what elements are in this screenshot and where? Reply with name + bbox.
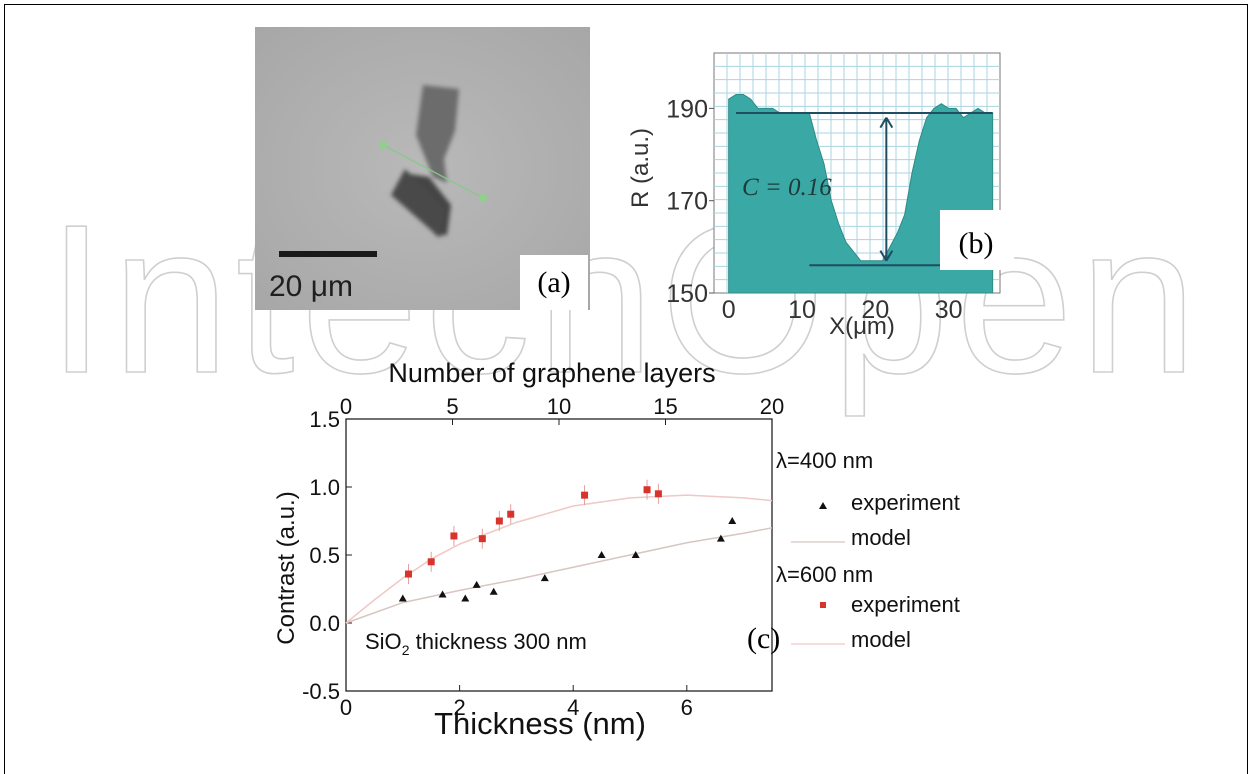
data-point-square xyxy=(507,510,515,518)
legend-group2-model: model xyxy=(851,627,911,652)
legend-group1-model: model xyxy=(851,525,911,550)
x-axis-label: Thickness (nm) xyxy=(434,706,646,741)
y-tick-label: 170 xyxy=(666,188,708,216)
panel-b: C = 0.16 150 170 190 0 10 20 30 R (a.u.) X(μm… xyxy=(604,28,1024,354)
data-point-triangle xyxy=(716,534,725,542)
tick-labels: -0.50.00.51.01.50 2 4 60 5 10 15 20 xyxy=(302,394,784,720)
data-point-triangle xyxy=(489,587,498,595)
contrast-annotation xyxy=(736,112,993,267)
data-point-square xyxy=(581,491,589,499)
data-point-triangle xyxy=(540,574,549,582)
legend-group1-title: λ=400 nm xyxy=(776,448,873,473)
contrast-chart: Number of graphene layers -0.5 0.0 0.5 1.0 1… xyxy=(273,358,960,741)
data-point-square xyxy=(404,570,412,578)
y-tick-label: 0.5 xyxy=(309,543,340,568)
legend: λ=400 nm experiment model λ=600 nm exper… xyxy=(776,448,960,652)
x-tick-label: 20 xyxy=(861,296,889,324)
x-tick-label: 6 xyxy=(681,695,693,720)
data-point-square xyxy=(450,532,458,540)
model-line xyxy=(345,527,773,624)
data-point-triangle xyxy=(461,594,470,602)
top-tick-label: 0 xyxy=(340,394,352,419)
y-tick-label: 0.0 xyxy=(309,611,340,636)
x-tick-label: 30 xyxy=(935,296,963,324)
legend-group2-experiment: experiment xyxy=(851,592,960,617)
legend-square-marker xyxy=(820,602,826,608)
x-tick-label: 0 xyxy=(722,296,736,324)
sio2-annotation: SiO2 thickness 300 nm xyxy=(365,629,587,658)
panel-label-c: (c) xyxy=(747,622,780,655)
model-line xyxy=(345,494,773,624)
x-axis-label: X(μm) xyxy=(829,313,895,340)
profile-endpoint xyxy=(379,141,387,149)
panel-label-b: (b) xyxy=(959,227,994,260)
axes xyxy=(345,418,773,692)
data-point-square xyxy=(427,558,435,566)
profile-chart: C = 0.16 150 170 190 0 10 20 30 R (a.u.) X(μm… xyxy=(627,52,1014,340)
top-tick-label: 20 xyxy=(760,394,784,419)
data-point-square xyxy=(654,490,662,498)
x-tick-label: 2 xyxy=(453,695,465,720)
flake-shape xyxy=(391,85,459,238)
data-point-triangle xyxy=(631,551,640,558)
scale-bar-label: 20 μm xyxy=(269,270,353,303)
top-tick-label: 5 xyxy=(446,394,458,419)
data-point-square xyxy=(478,535,486,543)
x-ticks: 0 10 20 30 xyxy=(722,296,963,324)
y-axis-label: R (a.u.) xyxy=(627,128,654,208)
panel-label-box xyxy=(520,255,588,310)
figure-frame xyxy=(4,4,1248,774)
y-axis-label: Contrast (a.u.) xyxy=(273,491,300,644)
data-point-triangle xyxy=(438,590,447,598)
legend-triangle-marker xyxy=(819,502,827,509)
x-tick-label: 0 xyxy=(340,695,352,720)
model-lines xyxy=(345,494,773,624)
top-tick-label: 10 xyxy=(547,394,571,419)
data-points xyxy=(398,479,737,602)
panel-label-a: (a) xyxy=(537,266,570,299)
panel-a: 20 μm (a) xyxy=(255,27,590,310)
panel-c: Number of graphene layers -0.5 0.0 0.5 1.0 1… xyxy=(250,356,1010,754)
y-tick-label: 190 xyxy=(666,95,708,123)
top-axis-label: Number of graphene layers xyxy=(388,358,715,388)
scale-bar xyxy=(279,251,377,257)
legend-group1-experiment: experiment xyxy=(851,490,960,515)
y-tick-label: 1.0 xyxy=(309,475,340,500)
data-point-square xyxy=(495,517,503,525)
y-tick-label: 1.5 xyxy=(309,407,340,432)
y-tick-label: 150 xyxy=(666,280,708,308)
x-tick-label: 4 xyxy=(567,695,579,720)
data-point-triangle xyxy=(472,580,481,588)
arrow-head xyxy=(879,250,894,262)
arrow-head xyxy=(879,117,894,129)
contrast-value: C = 0.16 xyxy=(742,174,832,201)
legend-group2-title: λ=600 nm xyxy=(776,562,873,587)
data-point-square xyxy=(643,486,651,494)
y-ticks: 150 170 190 xyxy=(666,95,714,308)
data-point-triangle xyxy=(398,594,407,602)
x-tick-label: 10 xyxy=(788,296,816,324)
profile-endpoint xyxy=(479,194,487,202)
data-point-triangle xyxy=(597,551,606,558)
y-tick-label: -0.5 xyxy=(302,679,340,704)
micrograph-image: 20 μm (a) xyxy=(255,27,590,310)
top-tick-label: 15 xyxy=(653,394,677,419)
panel-label-box xyxy=(940,210,1014,270)
profile-line xyxy=(382,144,484,199)
data-point-triangle xyxy=(728,517,737,524)
